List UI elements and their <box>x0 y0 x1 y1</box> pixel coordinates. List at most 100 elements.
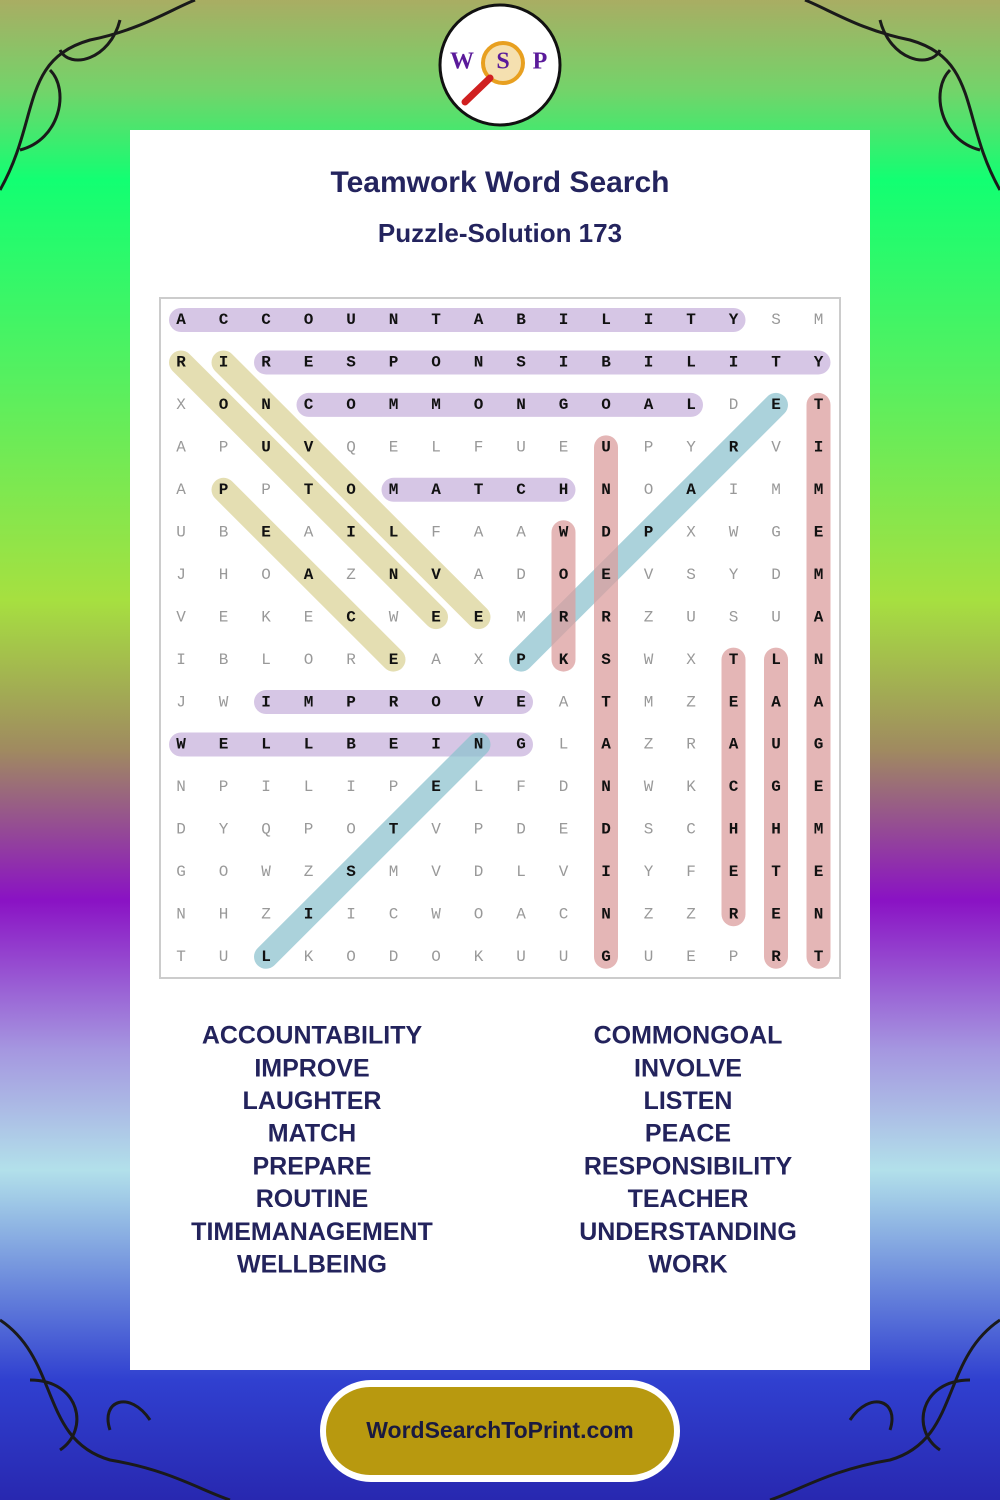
grid-cell: P <box>516 651 526 669</box>
grid-cell: I <box>176 651 186 669</box>
grid-cell: L <box>304 778 314 796</box>
grid-cell: A <box>814 608 824 626</box>
grid-cell: U <box>771 736 781 754</box>
grid-cell: A <box>516 523 526 541</box>
grid-cell: O <box>219 863 229 881</box>
word: IMPROVE <box>254 1054 369 1082</box>
grid-cell: L <box>474 778 484 796</box>
highlight <box>211 350 491 630</box>
grid-cell: A <box>686 481 696 499</box>
grid-cell: M <box>814 566 824 584</box>
grid-cell: M <box>814 481 824 499</box>
grid-cell: T <box>729 651 739 669</box>
grid-cell: E <box>559 821 569 839</box>
grid-cell: G <box>601 948 611 966</box>
grid-cell: G <box>771 778 781 796</box>
grid-cell: C <box>729 778 739 796</box>
grid-cell: A <box>474 311 484 329</box>
grid-cell: I <box>729 354 739 372</box>
grid-cell: D <box>389 948 399 966</box>
grid-cell: A <box>729 736 739 754</box>
grid-cell: I <box>219 354 229 372</box>
grid-cell: N <box>516 396 526 414</box>
grid-cell: W <box>644 778 654 796</box>
grid-cell: A <box>644 396 654 414</box>
grid-cell: T <box>686 311 696 329</box>
grid-cell: A <box>474 566 484 584</box>
grid-cell: A <box>474 523 484 541</box>
grid-cell: T <box>601 693 611 711</box>
grid-cell: G <box>559 396 569 414</box>
grid-cell: K <box>474 948 484 966</box>
grid-cell: R <box>729 906 739 924</box>
grid-cell: O <box>304 311 314 329</box>
grid-cell: T <box>389 821 399 839</box>
grid-cell: A <box>431 651 441 669</box>
word: RESPONSIBILITY <box>584 1152 793 1180</box>
grid-cell: E <box>304 608 314 626</box>
grid-cell: J <box>176 693 186 711</box>
grid-cell: S <box>346 354 356 372</box>
grid-cell: E <box>814 523 824 541</box>
word: PEACE <box>645 1120 731 1148</box>
grid-cell: I <box>346 523 356 541</box>
grid-cell: I <box>261 693 271 711</box>
grid-cell: N <box>601 778 611 796</box>
grid-cell: W <box>559 523 569 541</box>
grid-cell: O <box>474 396 484 414</box>
grid-cell: C <box>304 396 314 414</box>
grid-cell: N <box>814 651 824 669</box>
grid-cell: E <box>219 608 229 626</box>
grid-cell: U <box>516 439 526 457</box>
grid-cell: O <box>346 396 356 414</box>
grid-cell: V <box>559 863 569 881</box>
grid-cell: E <box>261 523 271 541</box>
grid-cell: O <box>304 651 314 669</box>
grid-cell: G <box>814 736 824 754</box>
button[interactable] <box>326 1387 674 1475</box>
grid-cell: Y <box>729 566 739 584</box>
grid-cell: Z <box>686 693 696 711</box>
grid-cell: Y <box>644 863 654 881</box>
grid-cell: L <box>261 948 271 966</box>
grid-cell: F <box>516 778 526 796</box>
grid-cell: Z <box>644 608 654 626</box>
grid-cell: S <box>686 566 696 584</box>
button-label[interactable]: WordSearchToPrint.com <box>366 1417 634 1443</box>
grid-cell: X <box>474 651 484 669</box>
grid-cell: L <box>686 396 696 414</box>
grid-cell: B <box>516 311 526 329</box>
grid-cell: W <box>389 608 399 626</box>
grid-cell: U <box>686 608 696 626</box>
grid-cell: D <box>474 863 484 881</box>
grid-cell: L <box>261 651 271 669</box>
grid-cell: R <box>601 608 611 626</box>
grid-cell: O <box>346 821 356 839</box>
word: ACCOUNTABILITY <box>202 1022 423 1050</box>
grid-cell: O <box>346 481 356 499</box>
grid-cell: M <box>771 481 781 499</box>
grid-cell: S <box>729 608 739 626</box>
highlight <box>254 732 491 969</box>
grid-cell: Y <box>219 821 229 839</box>
grid-cell: Y <box>729 311 739 329</box>
grid-cell: P <box>644 439 654 457</box>
grid-cell: X <box>176 396 186 414</box>
word: WORK <box>648 1251 727 1279</box>
grid-cell: O <box>431 948 441 966</box>
grid-cell: D <box>516 566 526 584</box>
grid-cell: E <box>559 439 569 457</box>
word: LAUGHTER <box>243 1087 382 1115</box>
grid-cell: V <box>474 693 484 711</box>
grid-cell: K <box>686 778 696 796</box>
grid-cell: B <box>346 736 356 754</box>
grid-cell: D <box>559 778 569 796</box>
grid-cell: F <box>431 523 441 541</box>
grid-cell: K <box>304 948 314 966</box>
grid-cell: R <box>389 693 399 711</box>
grid-cell: T <box>814 396 824 414</box>
grid-cell: E <box>389 439 399 457</box>
grid-cell: D <box>601 821 611 839</box>
grid-frame <box>159 297 841 979</box>
grid-cell: D <box>516 821 526 839</box>
